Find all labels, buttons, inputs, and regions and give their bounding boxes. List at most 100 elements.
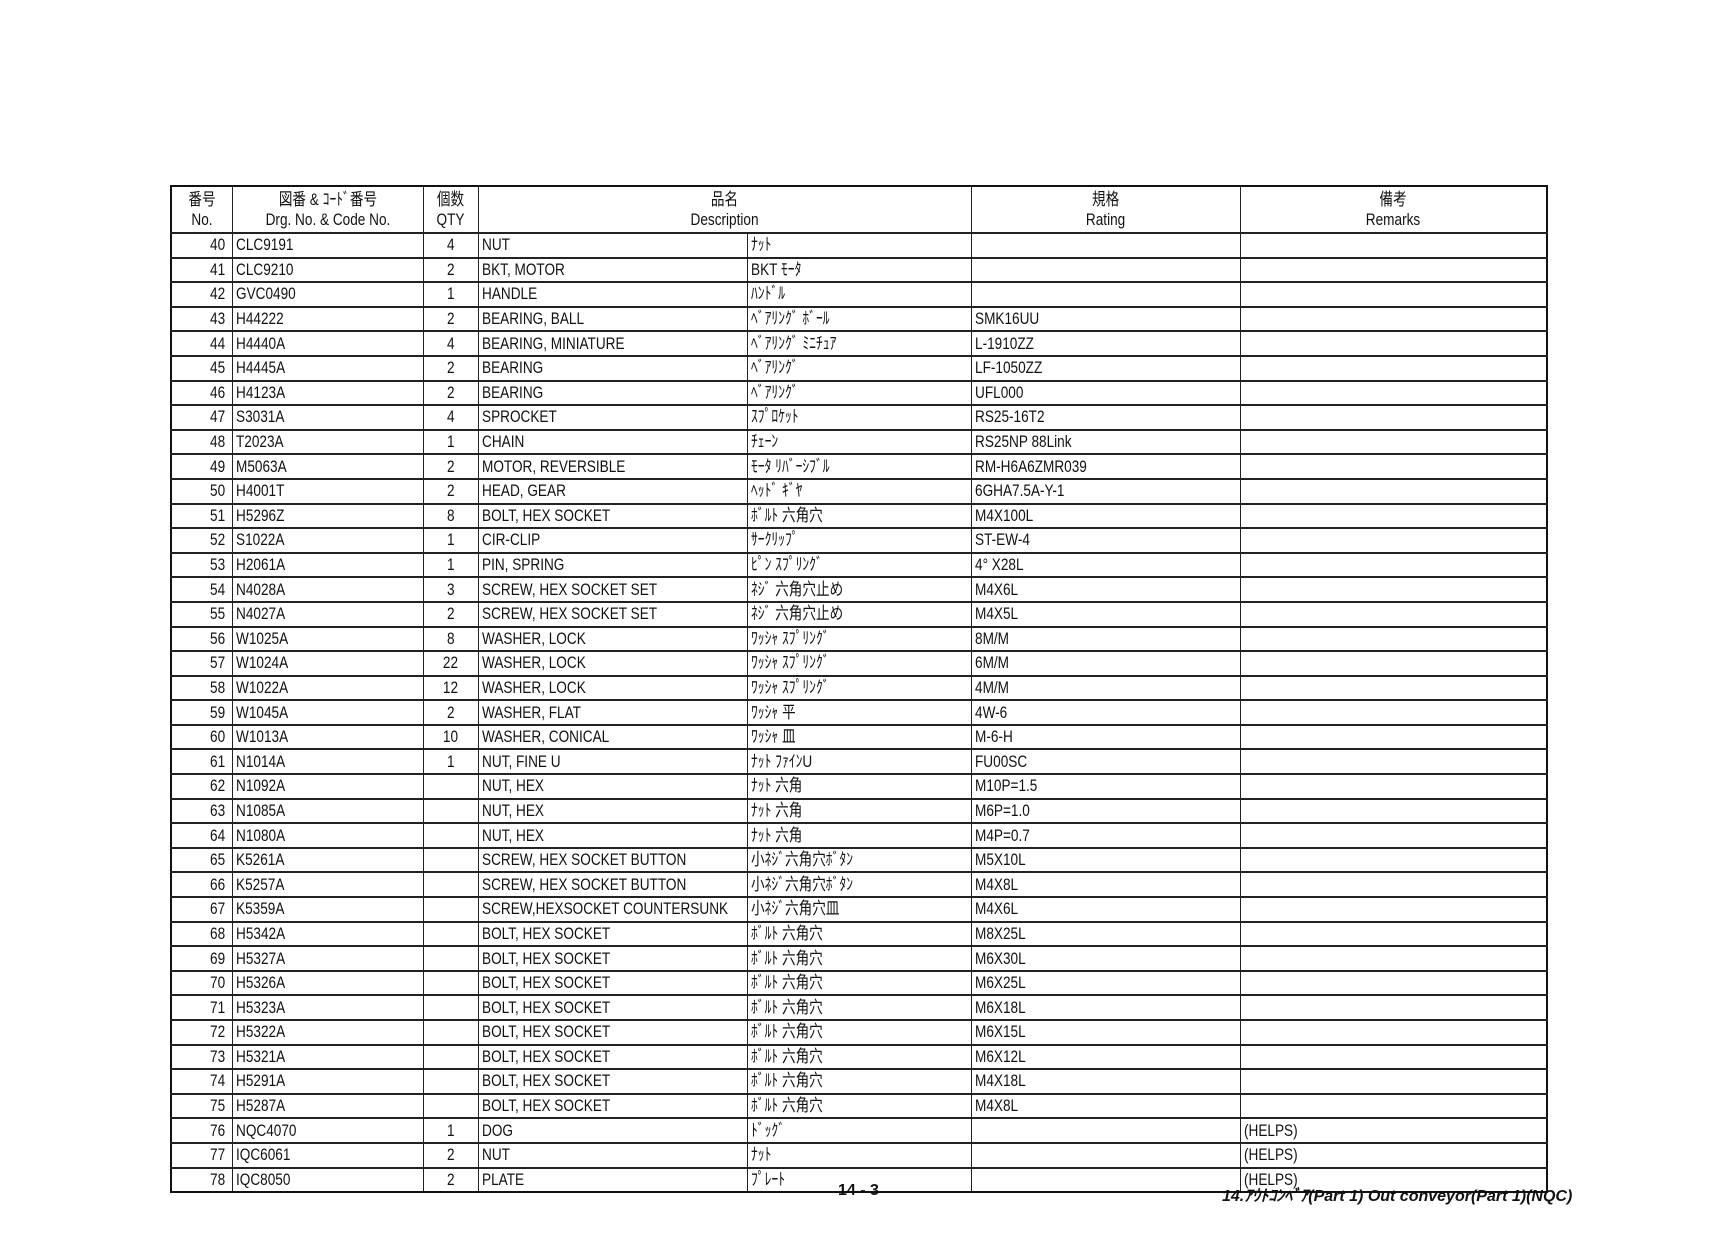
cell-remarks bbox=[1239, 232, 1548, 259]
cell-desc-en: NUT, FINE U bbox=[477, 748, 748, 775]
desc-en-text: BEARING, MINIATURE bbox=[481, 333, 625, 353]
cell-rating: 4M/M bbox=[970, 674, 1241, 701]
no-text: 51 bbox=[209, 505, 225, 525]
desc-en-text: BOLT, HEX SOCKET bbox=[481, 1022, 610, 1042]
desc-jp-text: 小ﾈｼﾞ六角穴ﾎﾞﾀﾝ bbox=[750, 874, 853, 894]
cell-desc-en: BOLT, HEX SOCKET bbox=[477, 1043, 748, 1070]
cell-rating: M4P=0.7 bbox=[970, 822, 1241, 849]
cell-code: W1013A bbox=[231, 723, 424, 750]
cell-qty bbox=[422, 945, 479, 972]
qty-text: 12 bbox=[442, 677, 459, 697]
cell-no: 71 bbox=[170, 994, 233, 1021]
cell-desc-en: BOLT, HEX SOCKET bbox=[477, 969, 748, 996]
no-text: 70 bbox=[209, 973, 225, 993]
desc-en-text: BEARING bbox=[481, 358, 543, 378]
cell-remarks bbox=[1239, 428, 1548, 455]
rating-text: 8M/M bbox=[974, 628, 1009, 648]
no-text: 72 bbox=[209, 1022, 225, 1042]
cell-desc-jp: ﾌﾟﾚｰﾄ bbox=[746, 1166, 972, 1193]
desc-jp-text: ﾎﾞﾙﾄ 六角穴 bbox=[750, 973, 823, 993]
code-text: W1022A bbox=[235, 677, 288, 697]
cell-no: 51 bbox=[170, 502, 233, 529]
cell-rating: RS25NP 88Link bbox=[970, 428, 1241, 455]
qty-text: 22 bbox=[442, 653, 459, 673]
qty-text: 1 bbox=[446, 284, 455, 304]
cell-remarks bbox=[1239, 551, 1548, 578]
cell-desc-jp: ﾎﾞﾙﾄ 六角穴 bbox=[746, 969, 972, 996]
code-text: H4445A bbox=[235, 358, 285, 378]
code-text: M5063A bbox=[235, 456, 287, 476]
cell-desc-en: SCREW,HEXSOCKET COUNTERSUNK bbox=[477, 896, 748, 923]
desc-jp-text: ﾎﾞﾙﾄ 六角穴 bbox=[750, 1096, 823, 1116]
cell-desc-jp: ﾅｯﾄ ﾌｧｲﾝU bbox=[746, 748, 972, 775]
rating-text: M4X5L bbox=[974, 604, 1018, 624]
header-code-jp: 図番 & ｺｰﾄﾞ番号 bbox=[278, 189, 377, 209]
rating-text: ST-EW-4 bbox=[974, 530, 1030, 550]
no-text: 43 bbox=[209, 309, 225, 329]
cell-desc-en: BEARING, BALL bbox=[477, 305, 748, 332]
header-remarks-en: Remarks bbox=[1366, 209, 1421, 229]
cell-qty: 2 bbox=[422, 453, 479, 480]
cell-desc-jp: 小ﾈｼﾞ六角穴ﾎﾞﾀﾝ bbox=[746, 871, 972, 898]
rating-text: M4P=0.7 bbox=[974, 825, 1030, 845]
rating-text: L-1910ZZ bbox=[974, 333, 1034, 353]
cell-desc-jp: ﾅｯﾄ 六角 bbox=[746, 822, 972, 849]
cell-rating: M8X25L bbox=[970, 920, 1241, 947]
qty-text: 1 bbox=[446, 1120, 455, 1140]
cell-no: 63 bbox=[170, 797, 233, 824]
cell-rating: M-6-H bbox=[970, 723, 1241, 750]
cell-no: 53 bbox=[170, 551, 233, 578]
desc-en-text: SPROCKET bbox=[481, 407, 557, 427]
cell-desc-jp: ﾎﾞﾙﾄ 六角穴 bbox=[746, 994, 972, 1021]
code-text: N4028A bbox=[235, 579, 285, 599]
desc-en-text: WASHER, CONICAL bbox=[481, 727, 609, 747]
desc-en-text: DOG bbox=[481, 1120, 513, 1140]
cell-desc-jp: ﾅｯﾄ bbox=[746, 232, 972, 259]
cell-rating bbox=[970, 1141, 1241, 1169]
cell-rating: M6X30L bbox=[970, 945, 1241, 972]
no-text: 48 bbox=[209, 432, 225, 452]
no-text: 45 bbox=[209, 358, 225, 378]
code-text: K5359A bbox=[235, 899, 284, 919]
cell-desc-jp: ﾎﾞﾙﾄ 六角穴 bbox=[746, 945, 972, 972]
cell-desc-en: WASHER, LOCK bbox=[477, 625, 748, 652]
code-text: H2061A bbox=[235, 555, 285, 575]
desc-en-text: SCREW, HEX SOCKET BUTTON bbox=[481, 874, 686, 894]
no-text: 77 bbox=[209, 1145, 225, 1165]
cell-remarks bbox=[1239, 1068, 1548, 1095]
cell-desc-en: HANDLE bbox=[477, 281, 748, 308]
code-text: W1013A bbox=[235, 727, 288, 747]
cell-desc-jp: ﾍﾞｱﾘﾝｸﾞ bbox=[746, 379, 972, 406]
cell-code: H5287A bbox=[231, 1092, 424, 1119]
no-text: 60 bbox=[209, 727, 225, 747]
header-rating: 規格 Rating bbox=[970, 185, 1241, 234]
desc-jp-text: ﾁｪｰﾝ bbox=[750, 432, 778, 452]
cell-remarks bbox=[1239, 404, 1548, 431]
cell-code: H4001T bbox=[231, 477, 424, 505]
cell-rating: M4X8L bbox=[970, 1092, 1241, 1119]
cell-desc-en: WASHER, CONICAL bbox=[477, 723, 748, 750]
cell-no: 67 bbox=[170, 896, 233, 923]
cell-code: W1045A bbox=[231, 699, 424, 726]
header-no: 番号 No. bbox=[170, 185, 233, 234]
cell-code: N4027A bbox=[231, 600, 424, 627]
desc-jp-text: ﾈｼﾞ 六角穴止め bbox=[750, 604, 843, 624]
cell-desc-en: NUT, HEX bbox=[477, 797, 748, 824]
code-text: K5257A bbox=[235, 874, 284, 894]
cell-desc-en: BOLT, HEX SOCKET bbox=[477, 1019, 748, 1046]
header-qty: 個数 QTY bbox=[422, 185, 479, 234]
desc-en-text: BOLT, HEX SOCKET bbox=[481, 973, 610, 993]
cell-desc-en: BKT, MOTOR bbox=[477, 256, 748, 283]
desc-en-text: NUT bbox=[481, 1145, 510, 1165]
desc-jp-text: ﾍﾞｱﾘﾝｸﾞ ﾎﾞｰﾙ bbox=[750, 309, 830, 329]
desc-jp-text: ﾜｯｼｬ 皿 bbox=[750, 727, 796, 747]
table-row: 69 H5327A BOLT, HEX SOCKET ﾎﾞﾙﾄ 六角穴 M6X30L bbox=[170, 945, 1548, 972]
desc-en-text: NUT, HEX bbox=[481, 776, 544, 796]
cell-desc-en: BEARING, MINIATURE bbox=[477, 330, 748, 357]
cell-no: 72 bbox=[170, 1019, 233, 1046]
cell-code: N4028A bbox=[231, 576, 424, 603]
cell-desc-en: NUT, HEX bbox=[477, 822, 748, 849]
desc-en-text: BOLT, HEX SOCKET bbox=[481, 948, 610, 968]
cell-desc-jp: ﾄﾞｯｸﾞ bbox=[746, 1117, 972, 1144]
cell-code: H5291A bbox=[231, 1068, 424, 1095]
